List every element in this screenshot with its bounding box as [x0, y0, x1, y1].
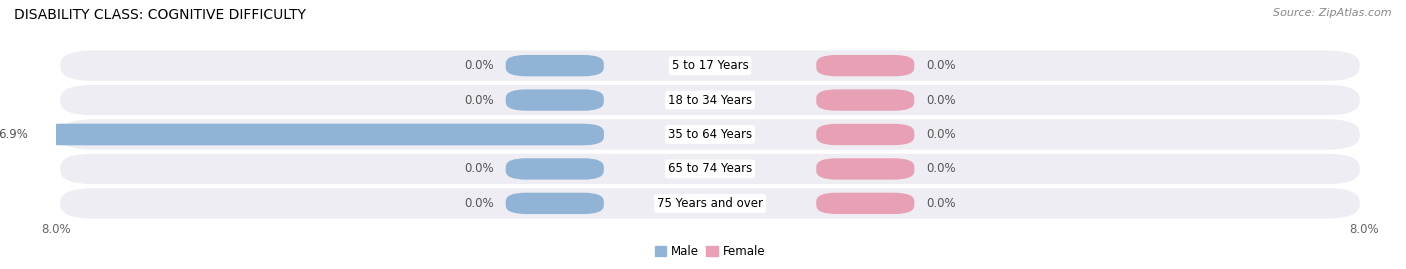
Text: 0.0%: 0.0%: [464, 94, 494, 107]
Text: 6.9%: 6.9%: [0, 128, 28, 141]
Text: 0.0%: 0.0%: [927, 197, 956, 210]
Legend: Male, Female: Male, Female: [650, 240, 770, 263]
Text: 0.0%: 0.0%: [464, 59, 494, 72]
Text: 75 Years and over: 75 Years and over: [657, 197, 763, 210]
FancyBboxPatch shape: [506, 89, 603, 111]
Text: 0.0%: 0.0%: [927, 162, 956, 175]
FancyBboxPatch shape: [60, 85, 1360, 115]
FancyBboxPatch shape: [60, 119, 1360, 150]
FancyBboxPatch shape: [817, 55, 914, 76]
FancyBboxPatch shape: [817, 158, 914, 180]
FancyBboxPatch shape: [60, 51, 1360, 81]
FancyBboxPatch shape: [39, 124, 603, 145]
Text: 0.0%: 0.0%: [464, 197, 494, 210]
FancyBboxPatch shape: [817, 89, 914, 111]
Text: 0.0%: 0.0%: [927, 59, 956, 72]
Text: 35 to 64 Years: 35 to 64 Years: [668, 128, 752, 141]
Text: Source: ZipAtlas.com: Source: ZipAtlas.com: [1274, 8, 1392, 18]
FancyBboxPatch shape: [817, 124, 914, 145]
FancyBboxPatch shape: [506, 158, 603, 180]
FancyBboxPatch shape: [39, 124, 603, 145]
Text: 65 to 74 Years: 65 to 74 Years: [668, 162, 752, 175]
Text: 5 to 17 Years: 5 to 17 Years: [672, 59, 748, 72]
Text: 0.0%: 0.0%: [927, 94, 956, 107]
FancyBboxPatch shape: [60, 188, 1360, 218]
FancyBboxPatch shape: [817, 193, 914, 214]
Text: DISABILITY CLASS: COGNITIVE DIFFICULTY: DISABILITY CLASS: COGNITIVE DIFFICULTY: [14, 8, 307, 22]
FancyBboxPatch shape: [506, 55, 603, 76]
FancyBboxPatch shape: [506, 193, 603, 214]
Text: 0.0%: 0.0%: [464, 162, 494, 175]
Text: 0.0%: 0.0%: [927, 128, 956, 141]
Text: 18 to 34 Years: 18 to 34 Years: [668, 94, 752, 107]
FancyBboxPatch shape: [60, 154, 1360, 184]
